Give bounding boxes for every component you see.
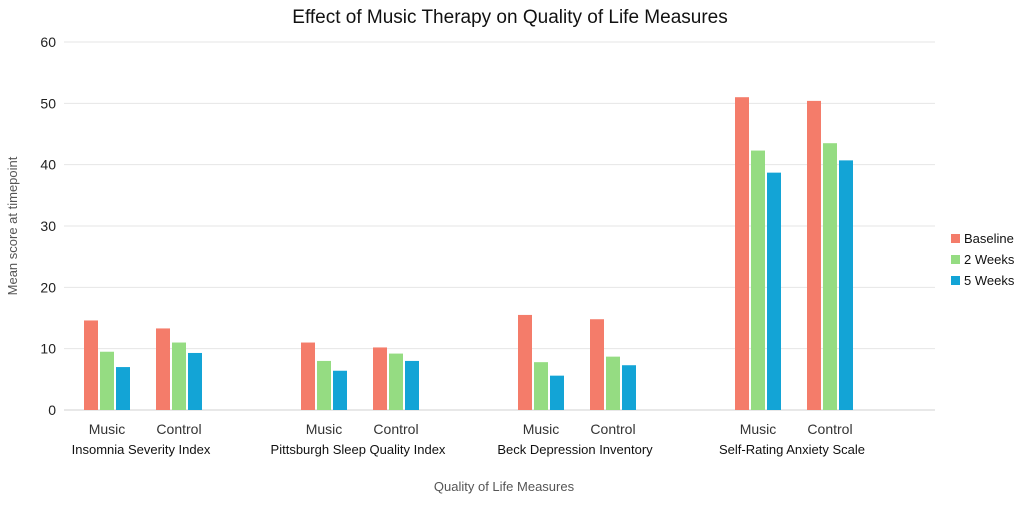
y-tick-label: 40 [40, 157, 56, 173]
bar-baseline [807, 100, 821, 410]
bar-2-weeks [534, 362, 548, 410]
bar-2-weeks [823, 143, 837, 410]
bar-5-weeks [405, 360, 419, 410]
x-axis-labels: Music Control Insomnia Severity Index Music… [72, 421, 865, 457]
y-axis-ticks: 0 10 20 30 40 50 60 [40, 34, 56, 418]
x-axis-title: Quality of Life Measures [434, 479, 575, 494]
bar-5-weeks [767, 172, 781, 410]
bar-5-weeks [839, 160, 853, 410]
subcategory-label: Music [740, 421, 777, 437]
bar-5-weeks [188, 352, 202, 410]
bar-5-weeks [116, 367, 130, 410]
bar-2-weeks [317, 360, 331, 410]
subcategory-label: Music [306, 421, 343, 437]
gridlines [64, 41, 935, 411]
legend-swatch [951, 276, 960, 285]
legend-swatch [951, 234, 960, 243]
bar-baseline [84, 320, 98, 410]
subcategory-label: Control [156, 421, 201, 437]
subcategory-label: Control [590, 421, 635, 437]
subcategory-label: Control [807, 421, 852, 437]
bar-baseline [518, 314, 532, 410]
bar-5-weeks [550, 375, 564, 410]
bar-baseline [301, 342, 315, 410]
legend-label: 2 Weeks [964, 252, 1015, 267]
subcategory-label: Control [373, 421, 418, 437]
group-label: Insomnia Severity Index [72, 442, 211, 457]
bars [84, 97, 853, 410]
chart-title: Effect of Music Therapy on Quality of Li… [292, 7, 727, 28]
bar-2-weeks [172, 342, 186, 410]
y-tick-label: 10 [40, 341, 56, 357]
y-tick-label: 0 [48, 402, 56, 418]
bar-5-weeks [622, 365, 636, 410]
y-axis-title: Mean score at timepoint [5, 156, 20, 295]
legend-label: 5 Weeks [964, 273, 1015, 288]
group-label: Pittsburgh Sleep Quality Index [271, 442, 446, 457]
bar-baseline [590, 319, 604, 410]
y-tick-label: 50 [40, 95, 56, 111]
bar-2-weeks [606, 356, 620, 410]
bar-baseline [735, 97, 749, 410]
group-label: Beck Depression Inventory [497, 442, 653, 457]
bar-baseline [156, 328, 170, 410]
subcategory-label: Music [89, 421, 126, 437]
legend: Baseline 2 Weeks 5 Weeks [951, 231, 1015, 288]
bar-2-weeks [100, 351, 114, 410]
legend-swatch [951, 255, 960, 264]
y-tick-label: 30 [40, 218, 56, 234]
bar-2-weeks [751, 150, 765, 410]
y-tick-label: 60 [40, 34, 56, 50]
bar-baseline [373, 347, 387, 410]
group-label: Self-Rating Anxiety Scale [719, 442, 865, 457]
legend-label: Baseline [964, 231, 1014, 246]
y-tick-label: 20 [40, 279, 56, 295]
subcategory-label: Music [523, 421, 560, 437]
bar-2-weeks [389, 353, 403, 410]
bar-5-weeks [333, 370, 347, 410]
